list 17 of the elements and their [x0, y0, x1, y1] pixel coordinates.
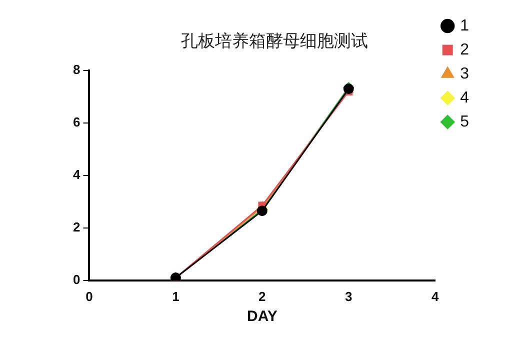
x-tick-label: 2: [258, 288, 266, 304]
legend-label: 2: [460, 41, 470, 58]
x-tick-label: 1: [172, 288, 180, 304]
y-tick-label: 6: [72, 114, 80, 130]
y-tick-label: 0: [72, 272, 80, 287]
x-tick-label: 3: [345, 288, 352, 304]
legend-label: 3: [460, 65, 470, 82]
x-tick-label: 0: [86, 288, 93, 304]
legend-label: 1: [460, 17, 470, 34]
y-tick-label: 8: [72, 62, 80, 77]
x-axis-title: DAY: [247, 308, 278, 326]
legend-label: 5: [460, 113, 470, 130]
chart-title: 孔板培养箱酵母细胞测试: [181, 32, 368, 52]
y-tick-label: 2: [72, 219, 80, 234]
legend-label: 4: [460, 89, 470, 106]
y-tick-label: 4: [72, 166, 81, 182]
x-tick-label: 4: [431, 288, 440, 304]
